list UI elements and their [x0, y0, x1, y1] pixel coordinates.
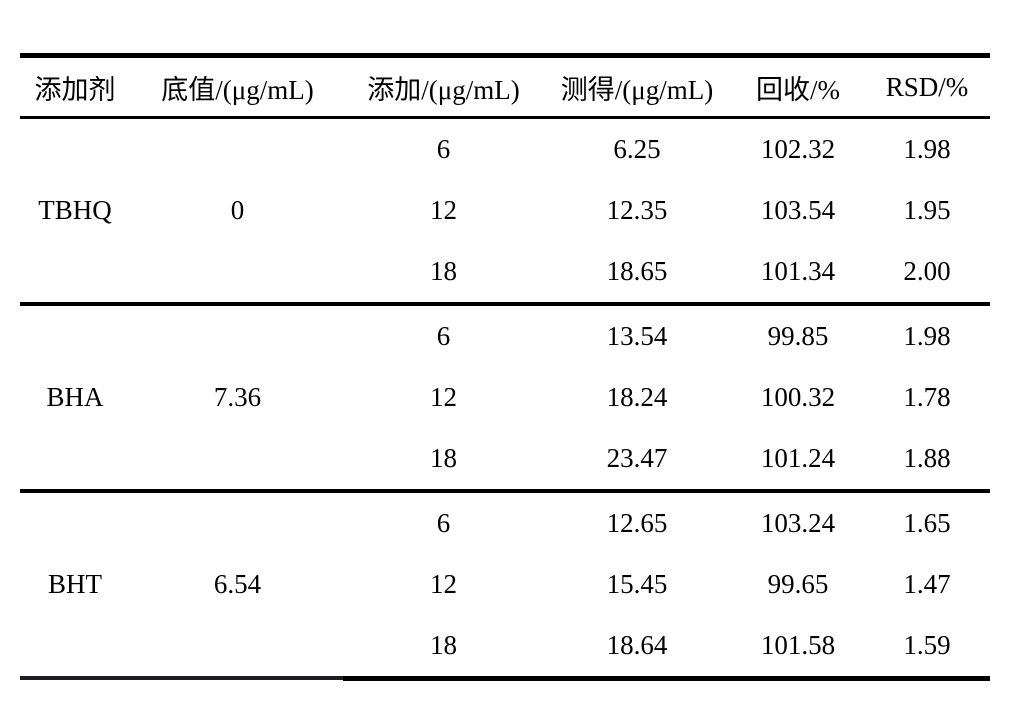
- cell-recovery: 100.32: [760, 382, 836, 412]
- col-header-base: 底值/(μg/mL): [130, 55, 345, 119]
- table-row: 12 12.35 103.54 1.95: [20, 180, 990, 241]
- cell-added: 12: [430, 195, 457, 225]
- cell-recovery: 103.24: [760, 508, 836, 538]
- cell-measured: 23.47: [542, 428, 732, 493]
- cell-recovery: 99.65: [767, 569, 829, 599]
- cell-measured: 12.65: [606, 508, 668, 538]
- cell-additive: BHT: [48, 569, 102, 599]
- col-header-added: 添加/(μg/mL): [345, 55, 542, 119]
- table-row: 18 18.65 101.34 2.00: [20, 241, 990, 306]
- cell-rsd: 1.98: [903, 321, 951, 351]
- table-row: 12 18.24 100.32 1.78: [20, 367, 990, 428]
- cell-rsd: 1.59: [903, 630, 951, 660]
- cell-added: 6: [436, 134, 451, 164]
- col-header-additive: 添加剂: [20, 55, 130, 119]
- col-header-measured: 测得/(μg/mL): [542, 55, 732, 119]
- header-row: 添加剂 底值/(μg/mL) 添加/(μg/mL) 测得/(μg/mL) 回收/…: [20, 55, 990, 119]
- table-row: TBHQ 0 6 6.25 102.32 1.98: [20, 117, 990, 306]
- cell-additive: BHA: [20, 304, 130, 493]
- cell-added: 6: [436, 508, 451, 538]
- cell-recovery: 103.54: [760, 195, 836, 225]
- cell-recovery: 102.32: [760, 134, 836, 164]
- cell-rsd: 1.65: [903, 508, 951, 538]
- cell-additive: TBHQ: [20, 117, 130, 306]
- cell-measured: 18.24: [606, 382, 668, 412]
- recovery-table: 添加剂 底值/(μg/mL) 添加/(μg/mL) 测得/(μg/mL) 回收/…: [20, 53, 990, 676]
- cell-rsd: 2.00: [864, 241, 990, 306]
- cell-base: 6.54: [213, 569, 262, 599]
- cell-recovery: 101.58: [760, 630, 836, 660]
- cell-measured: 18.64: [606, 630, 668, 660]
- cell-measured: 13.54: [606, 321, 668, 351]
- cell-measured: 18.65: [542, 241, 732, 306]
- table-row: 18 18.64 101.58 1.59: [20, 615, 990, 676]
- cell-added: 12: [430, 569, 457, 599]
- cell-base: 0: [130, 117, 345, 306]
- table-row: 12 15.45 99.65 1.47: [20, 554, 990, 615]
- cell-rsd: 1.47: [903, 569, 951, 599]
- cell-rsd: 1.88: [864, 428, 990, 493]
- cell-added: 18: [345, 241, 542, 306]
- cell-recovery: 101.24: [732, 428, 864, 493]
- cell-added: 18: [345, 428, 542, 493]
- cell-measured: 12.35: [606, 195, 668, 225]
- cell-rsd: 1.78: [903, 382, 951, 412]
- table-row: BHT 6.54 6 12.65 103.24 1.65: [20, 491, 990, 599]
- cell-added: 6: [436, 321, 451, 351]
- col-header-rsd: RSD/%: [864, 55, 990, 119]
- cell-rsd: 1.95: [903, 195, 951, 225]
- cell-measured: 15.45: [606, 569, 668, 599]
- cell-measured: 6.25: [613, 134, 661, 164]
- cell-recovery: 101.34: [732, 241, 864, 306]
- table-row: 18 23.47 101.24 1.88: [20, 428, 990, 493]
- table-row: BHA 7.36 6 13.54 99.85 1.98: [20, 304, 990, 493]
- cell-base: 7.36: [130, 304, 345, 493]
- cell-recovery: 99.85: [767, 321, 829, 351]
- table-bottom-rule-left: [20, 676, 343, 680]
- col-header-recovery: 回收/%: [732, 55, 864, 119]
- cell-rsd: 1.98: [903, 134, 951, 164]
- table-bottom-rule-right: [343, 676, 990, 681]
- cell-added: 12: [430, 382, 457, 412]
- cell-added: 18: [430, 630, 457, 660]
